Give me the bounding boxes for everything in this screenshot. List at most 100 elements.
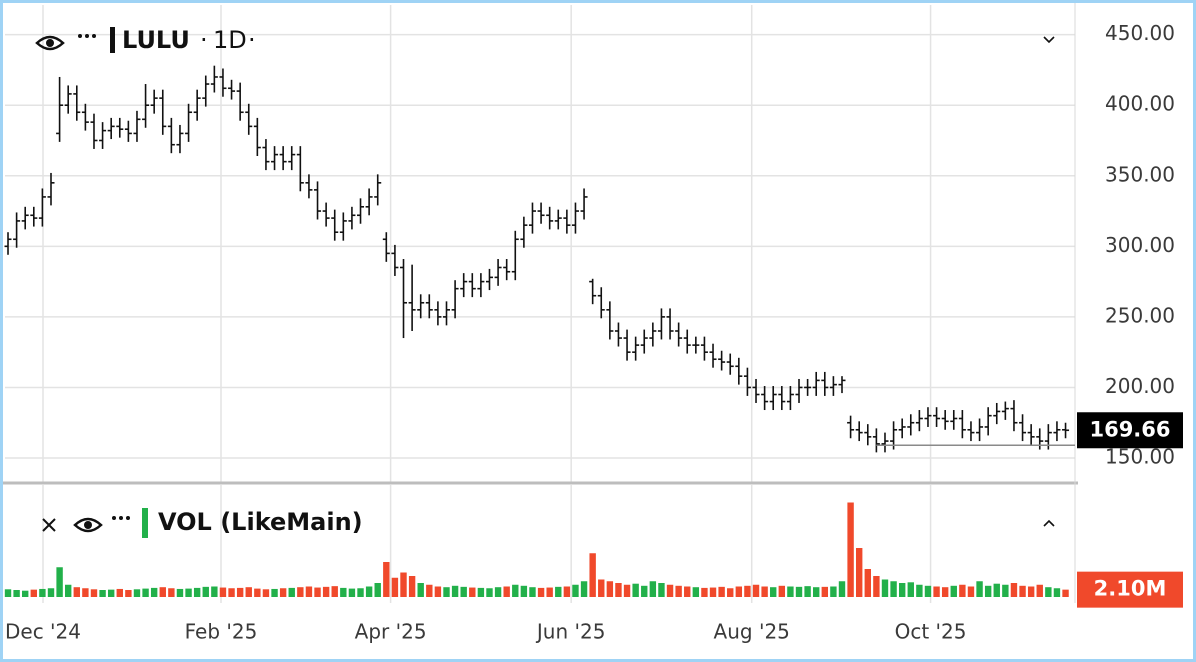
x-tick-label: Oct '25 [895, 620, 967, 644]
volume-bar [357, 588, 364, 597]
volume-bar [297, 587, 304, 597]
volume-bar [211, 586, 218, 597]
volume-bar [1019, 585, 1026, 597]
volume-bar [262, 589, 270, 597]
volume-bar [520, 585, 528, 597]
volume-bar [555, 586, 562, 597]
volume-bar [374, 583, 381, 597]
volume-bar [150, 587, 158, 597]
volume-bar [744, 585, 751, 597]
volume-bar [1045, 587, 1052, 597]
volume-bar [494, 587, 502, 597]
volume-bar [99, 590, 106, 597]
volume-bar [254, 588, 261, 597]
volume-bar [348, 588, 356, 597]
volume-bar [933, 586, 940, 597]
chart: LULU · 1D · VOL (LikeMain) 150.00 200.00 2… [3, 3, 1183, 644]
volume-bar [658, 583, 665, 597]
volume-bar [391, 577, 399, 597]
volume-bar [718, 586, 725, 597]
volume-bar [107, 589, 115, 597]
volume-bar [959, 584, 966, 597]
volume-bar [400, 572, 407, 597]
volume-bar [864, 569, 871, 597]
eye-icon[interactable] [35, 35, 65, 51]
volume-bar [142, 588, 149, 597]
y-tick-label: 150.00 [1105, 445, 1175, 469]
volume-bar [322, 586, 330, 597]
volume-bar [563, 586, 571, 597]
volume-bar [125, 590, 132, 597]
volume-bar [1002, 584, 1009, 597]
volume-bar [761, 586, 768, 597]
volume-bar [90, 589, 98, 597]
more-icon[interactable] [112, 516, 130, 520]
volume-bar [847, 502, 854, 597]
y-tick-label: 200.00 [1105, 374, 1175, 398]
volume-bar [64, 584, 72, 597]
volume-bar [967, 586, 975, 597]
volume-bar [830, 586, 837, 597]
collapse-icon[interactable] [1043, 36, 1055, 44]
volume-bar [443, 587, 450, 597]
volume-bar [340, 587, 347, 597]
volume-bar [770, 587, 777, 597]
volume-bar [546, 587, 553, 597]
volume-bar [314, 587, 321, 597]
volume-bar [503, 586, 510, 597]
eye-icon[interactable] [73, 517, 103, 533]
volume-bar [202, 586, 209, 597]
volume-bar [838, 581, 846, 597]
close-icon[interactable] [42, 518, 56, 532]
volume-title: VOL (LikeMain) [158, 508, 363, 536]
volume-bar [159, 587, 166, 597]
volume-bar [245, 587, 252, 597]
volume-bar [804, 586, 811, 597]
volume-bar [598, 579, 605, 597]
volume-bar [477, 587, 485, 597]
volume-bar [727, 588, 734, 597]
volume-bar [537, 587, 545, 597]
volume-bar [408, 576, 416, 597]
volume-bar [821, 586, 829, 597]
volume-bar [649, 581, 657, 597]
volume-bar [701, 587, 708, 597]
volume-bar [469, 587, 476, 597]
volume-bar [271, 588, 278, 597]
volume-bar [709, 587, 717, 597]
y-tick-label: 450.00 [1105, 21, 1175, 45]
volume-bar [486, 588, 493, 597]
interval: 1D [213, 26, 247, 54]
volume-bar [512, 584, 519, 597]
volume-bar [898, 583, 906, 597]
volume-tag [1077, 571, 1183, 608]
eye-pupil [84, 521, 92, 529]
y-tick-label: 250.00 [1105, 303, 1175, 327]
price-legend: LULU · 1D · [35, 26, 1055, 54]
volume-bar [1036, 584, 1043, 597]
more-icon[interactable] [78, 34, 96, 38]
volume-bar [684, 586, 691, 597]
volume-bar [580, 581, 588, 597]
volume-bar [907, 582, 914, 597]
volume-bar [813, 587, 820, 597]
volume-bar [47, 588, 55, 597]
volume-bar [116, 588, 123, 597]
volume-bar [13, 590, 20, 597]
volume-bar [30, 589, 38, 597]
expand-icon[interactable] [1043, 519, 1055, 527]
eye-pupil [46, 39, 54, 47]
volume-bar [950, 585, 957, 597]
volume-bar [279, 588, 287, 597]
x-tick-label: Jun '25 [535, 620, 606, 644]
volume-bar [434, 586, 442, 597]
x-tick-label: Dec '24 [5, 620, 81, 644]
x-tick-label: Aug '25 [714, 620, 790, 644]
series-swatch [142, 508, 148, 538]
volume-legend: VOL (LikeMain) [42, 508, 1055, 538]
volume-bar [666, 584, 674, 597]
volume-bar [890, 581, 897, 597]
x-tick-label: Feb '25 [185, 620, 258, 644]
price-tag [1077, 412, 1183, 449]
volume-bar [795, 586, 803, 597]
